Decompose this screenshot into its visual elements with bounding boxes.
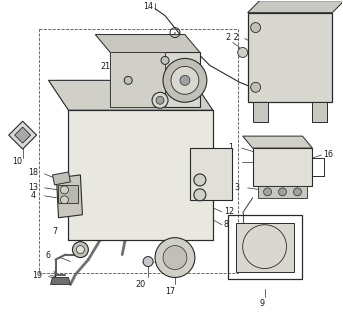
Circle shape	[143, 257, 153, 267]
Circle shape	[208, 190, 218, 200]
Polygon shape	[95, 35, 200, 52]
Text: 2 2: 2 2	[226, 33, 238, 42]
Bar	[38, 28, 238, 273]
Circle shape	[171, 67, 199, 94]
Text: 1: 1	[228, 142, 233, 152]
Polygon shape	[52, 172, 70, 185]
Text: 14: 14	[143, 2, 153, 11]
Circle shape	[155, 238, 195, 277]
Circle shape	[152, 92, 168, 108]
Circle shape	[72, 242, 88, 258]
Circle shape	[238, 47, 248, 58]
Circle shape	[251, 82, 261, 92]
Text: 3: 3	[235, 183, 240, 192]
Text: 4: 4	[31, 191, 36, 200]
Circle shape	[60, 186, 69, 194]
Text: 17: 17	[165, 287, 175, 296]
Circle shape	[279, 188, 286, 196]
Bar	[190, 148, 232, 200]
Circle shape	[194, 189, 206, 201]
Text: 13: 13	[28, 183, 39, 192]
Bar	[253, 148, 312, 186]
Circle shape	[163, 59, 207, 102]
Circle shape	[76, 246, 84, 253]
Bar	[59, 185, 79, 203]
Text: 15: 15	[130, 89, 140, 98]
Text: 21: 21	[150, 41, 160, 50]
Bar	[258, 186, 307, 198]
Circle shape	[156, 96, 164, 104]
Circle shape	[124, 76, 132, 84]
Circle shape	[163, 246, 187, 269]
Bar	[69, 110, 213, 240]
Polygon shape	[50, 277, 70, 284]
Circle shape	[261, 88, 269, 96]
Text: 10: 10	[12, 157, 22, 166]
Text: 11: 11	[217, 163, 227, 172]
Text: 9: 9	[259, 299, 264, 308]
Circle shape	[180, 76, 190, 85]
Circle shape	[194, 174, 206, 186]
Polygon shape	[49, 80, 213, 110]
Circle shape	[60, 196, 69, 204]
Bar	[69, 110, 213, 240]
Text: 5: 5	[224, 191, 229, 200]
Circle shape	[294, 188, 301, 196]
Circle shape	[170, 77, 180, 87]
Circle shape	[161, 56, 169, 64]
Polygon shape	[248, 1, 343, 13]
Bar	[110, 52, 200, 107]
Polygon shape	[243, 136, 312, 148]
Text: 7: 7	[52, 227, 58, 236]
Polygon shape	[236, 223, 294, 271]
Bar	[312, 102, 327, 122]
Text: 21: 21	[100, 62, 110, 71]
Polygon shape	[9, 121, 37, 149]
Bar	[110, 52, 165, 107]
Text: 8: 8	[224, 220, 229, 229]
Circle shape	[264, 188, 272, 196]
Text: 20: 20	[135, 280, 145, 289]
Polygon shape	[57, 175, 82, 218]
Bar	[248, 13, 332, 102]
Text: 18: 18	[28, 168, 39, 178]
Text: 16: 16	[323, 149, 333, 158]
Text: 6: 6	[46, 251, 50, 260]
Polygon shape	[15, 127, 31, 143]
Circle shape	[251, 23, 261, 33]
Text: 19: 19	[33, 271, 43, 280]
Text: 20: 20	[192, 68, 202, 77]
Bar	[253, 102, 268, 122]
Text: 12: 12	[224, 207, 234, 216]
Text: 11: 11	[217, 182, 227, 191]
Text: 2: 2	[228, 157, 233, 166]
